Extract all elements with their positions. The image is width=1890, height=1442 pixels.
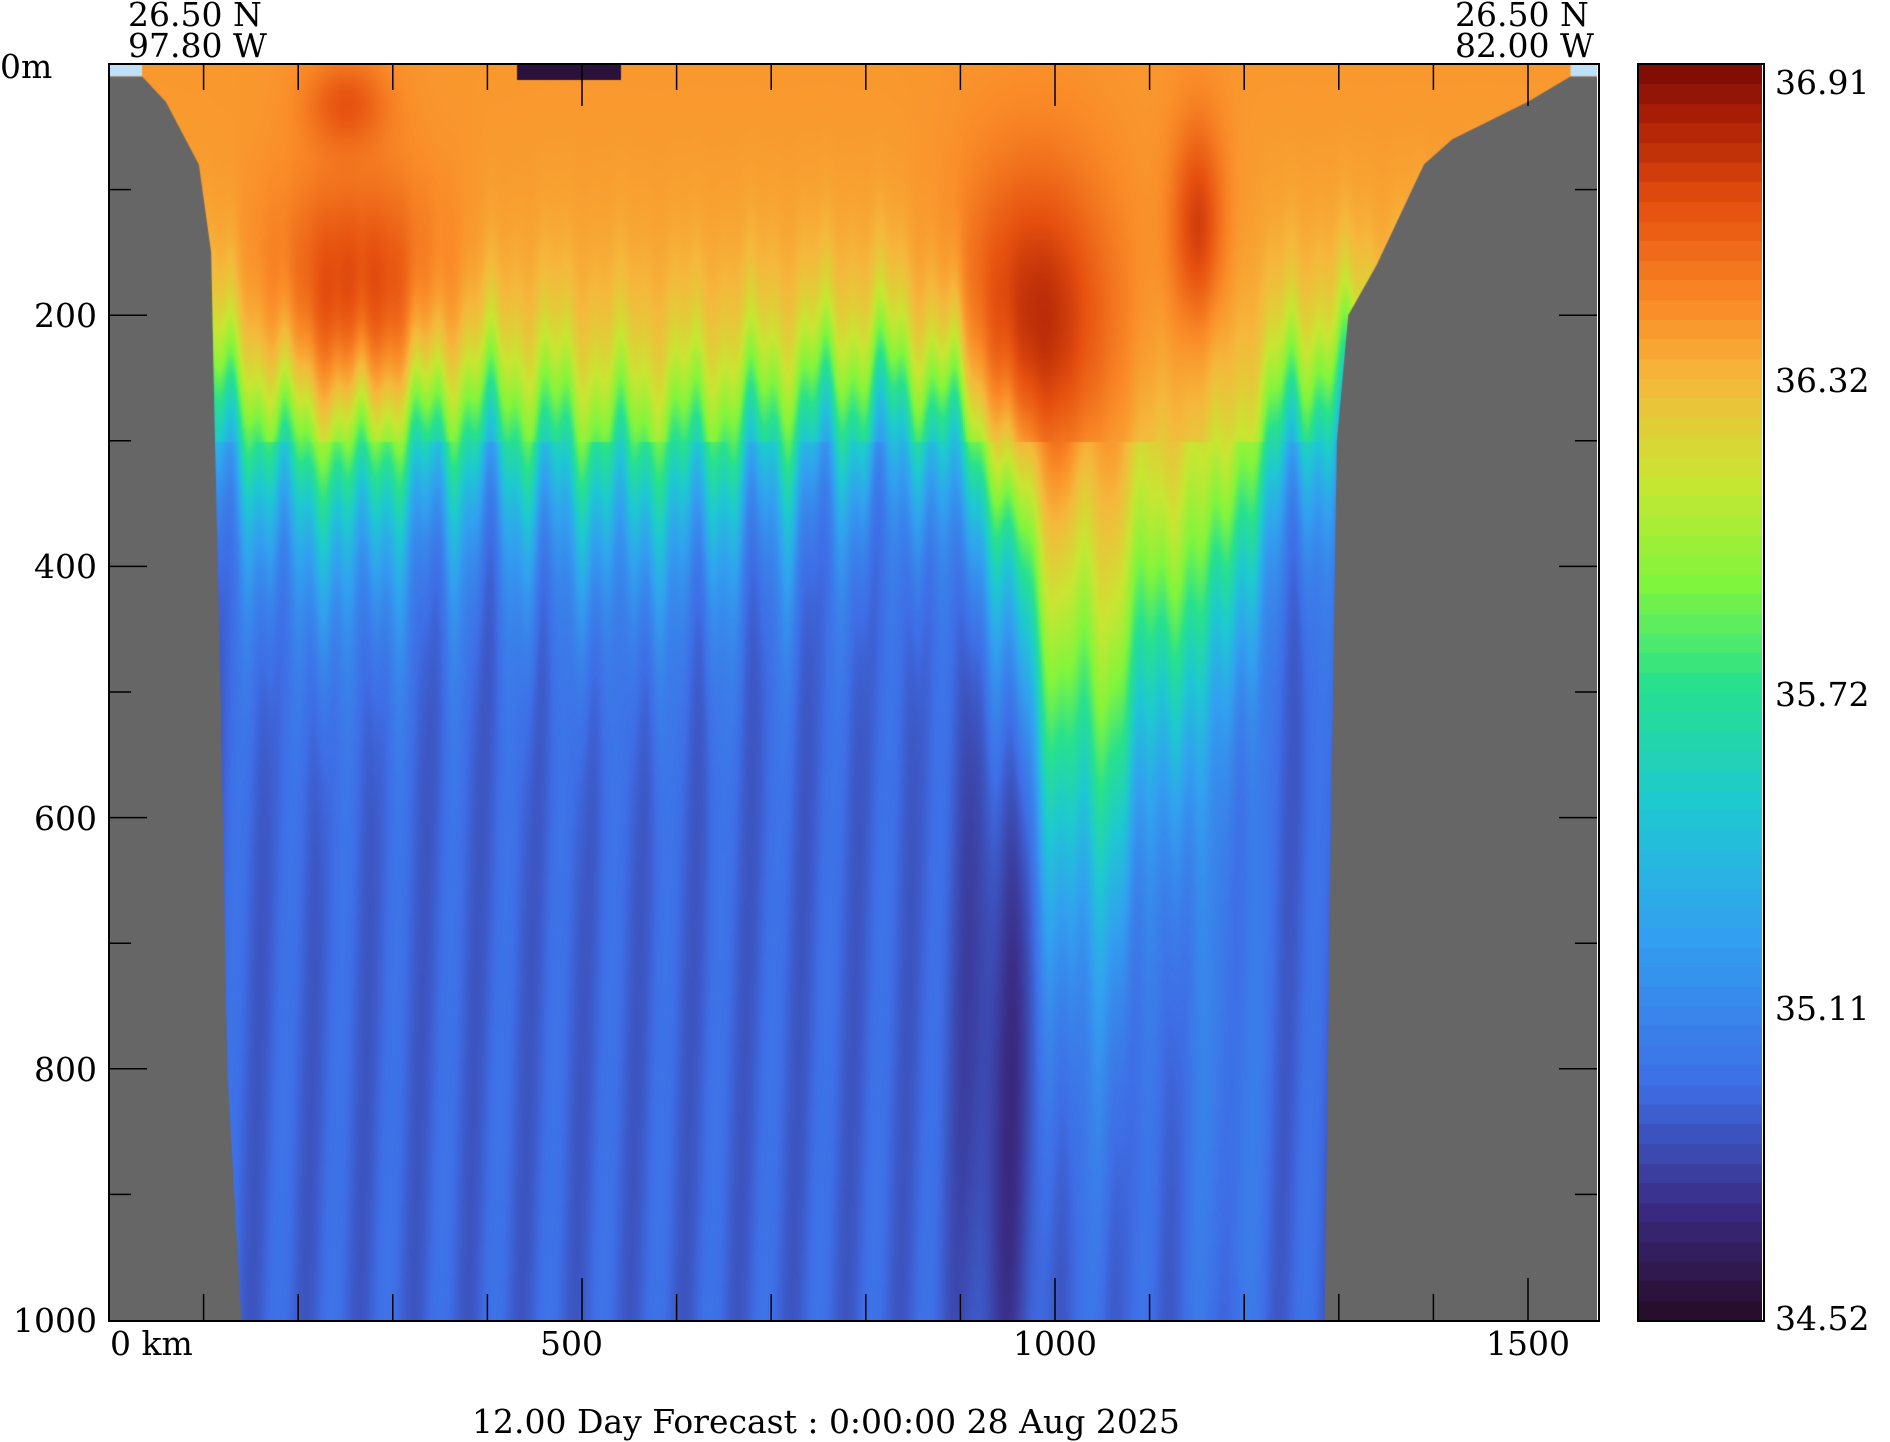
start-lon: 97.80 W bbox=[128, 26, 267, 65]
y-tick-label: 800 bbox=[34, 1049, 97, 1089]
colorbar-tick-label: 35.11 bbox=[1775, 989, 1870, 1028]
x-tick-label: 0 km bbox=[110, 1324, 193, 1363]
y-tick-label: 200 bbox=[34, 296, 97, 336]
x-tick-label: 1000 bbox=[1013, 1324, 1097, 1363]
colorbar-tick-label: 36.91 bbox=[1775, 63, 1870, 102]
y-tick-label: 1000 bbox=[13, 1301, 97, 1340]
colorbar bbox=[1638, 64, 1762, 1320]
chart-title: 12.00 Day Forecast : 0:00:00 28 Aug 2025 bbox=[472, 1402, 1180, 1441]
end-lat: 26.50 N bbox=[1455, 0, 1589, 34]
start-lat: 26.50 N bbox=[128, 0, 262, 34]
salinity-section-heatmap bbox=[109, 64, 1597, 1320]
end-lon: 82.00 W bbox=[1455, 26, 1594, 65]
y-label-0: 0m bbox=[0, 47, 53, 86]
colorbar-frame bbox=[1637, 63, 1765, 1322]
colorbar-tick-label: 35.72 bbox=[1775, 675, 1870, 714]
x-tick-label: 500 bbox=[540, 1324, 603, 1363]
y-tick-label: 600 bbox=[34, 798, 97, 838]
x-tick-label: 1500 bbox=[1486, 1324, 1570, 1363]
colorbar-tick-label: 34.52 bbox=[1775, 1299, 1870, 1338]
y-tick-label: 400 bbox=[34, 547, 97, 587]
colorbar-tick-label: 36.32 bbox=[1775, 361, 1870, 400]
